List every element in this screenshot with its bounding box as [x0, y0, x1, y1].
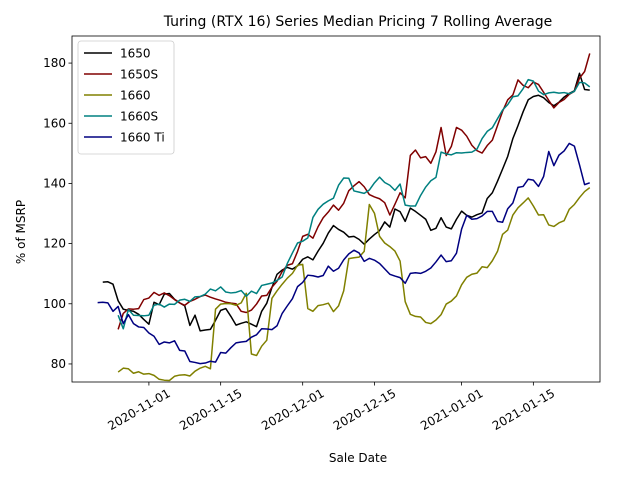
y-axis-label: % of MSRP	[14, 200, 28, 264]
series-line-4	[97, 142, 590, 365]
legend-label-2: 1660	[120, 89, 151, 103]
legend-box	[77, 40, 175, 155]
y-tick-label-2: 120	[43, 237, 66, 251]
x-axis-label: Sale Date	[329, 451, 387, 465]
y-tick-label-1: 100	[43, 297, 66, 311]
y-tick-label-5: 180	[43, 56, 66, 70]
plot-frame	[71, 35, 601, 383]
legend-label-1: 1650S	[120, 68, 158, 82]
legend-label-0: 1650	[120, 47, 151, 61]
y-tick-label-4: 160	[43, 116, 66, 130]
legend-label-3: 1660S	[120, 110, 158, 124]
series-lines	[97, 53, 591, 382]
y-tick-label-3: 140	[43, 176, 66, 190]
legend: 1650 1650S 1660 1660S 1660 Ti	[77, 40, 175, 155]
y-tick-label-0: 80	[51, 357, 66, 371]
plot-area	[71, 35, 601, 383]
legend-label-4: 1660 Ti	[120, 131, 165, 145]
chart-title: Turing (RTX 16) Series Median Pricing 7 …	[163, 14, 553, 30]
series-line-1	[117, 53, 591, 330]
y-axis: 80 100 120 140 160 180	[43, 56, 72, 371]
series-line-3	[117, 78, 591, 330]
series-line-2	[117, 187, 591, 382]
